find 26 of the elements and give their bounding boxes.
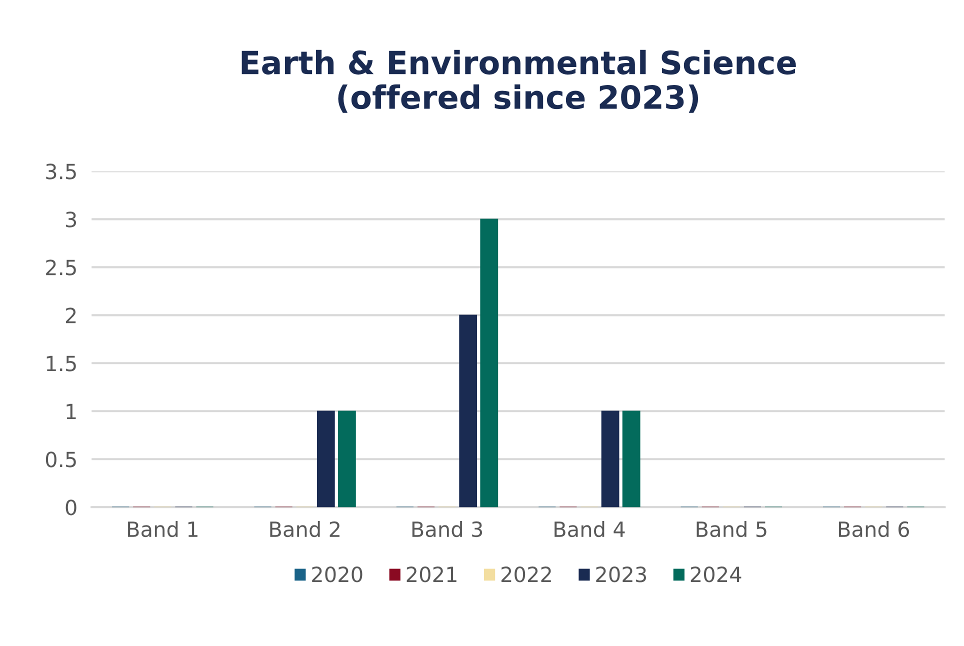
bar [601,410,620,508]
bar [316,410,335,508]
y-tick-label: 3 [66,212,76,228]
bar [622,410,640,508]
y-tick-label: 2.5 [46,260,76,276]
y-tick-label: 1.5 [46,356,76,372]
y-tick-label: 2 [66,308,76,324]
x-tick-label: Band 3 [412,521,482,538]
legend-label: 2020 [312,566,362,582]
legend-label: 2023 [596,566,646,582]
y-tick-label: 0 [66,500,76,516]
bar [480,218,498,508]
legend-label: 2021 [406,566,456,582]
x-tick-label: Band 5 [696,521,766,538]
bar [459,314,478,508]
legend-label: 2024 [690,566,742,582]
x-tick-label: Band 4 [554,521,625,538]
y-tick-label: 0.5 [46,452,76,468]
y-tick-label: 1 [66,404,76,420]
x-tick-label: Band 6 [838,521,909,538]
bar [338,410,356,508]
x-tick-label: Band 2 [270,521,340,538]
legend-label: 2022 [502,566,551,582]
x-tick-label: Band 1 [128,521,198,538]
y-tick-label: 3.5 [46,164,76,180]
chart-title: Earth & Environmental Science (offered since 2023) [242,50,796,113]
